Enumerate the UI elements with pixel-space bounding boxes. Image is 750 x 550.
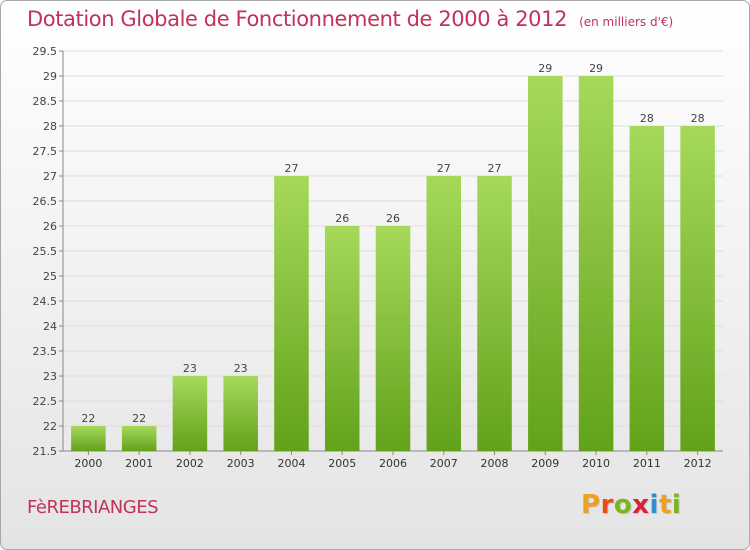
value-label-2002: 23 — [183, 362, 197, 375]
y-tick-label: 22.5 — [33, 395, 58, 408]
bar-2006 — [375, 226, 411, 451]
bar-2004 — [274, 176, 309, 451]
x-tick-label-2003: 2003 — [227, 457, 255, 470]
x-tick-label-2000: 2000 — [74, 457, 102, 470]
y-tick-label: 29.5 — [33, 45, 58, 58]
bar-2002 — [172, 376, 208, 451]
y-tick-label: 28.5 — [33, 95, 58, 108]
x-tick-label-2001: 2001 — [125, 457, 153, 470]
y-tick-label: 28 — [43, 120, 57, 133]
logo-letter: x — [632, 490, 650, 520]
y-tick-label: 23 — [43, 370, 57, 383]
bars — [71, 76, 715, 451]
y-tick-label: 26.5 — [33, 195, 58, 208]
y-tick-label: 22 — [43, 420, 57, 433]
value-labels: 22 22 23 23 27 26 26 27 27 29 29 28 28 — [81, 62, 704, 425]
y-tick-label: 25 — [43, 270, 57, 283]
value-label-2005: 26 — [335, 212, 349, 225]
proxiti-logo: Proxiti — [581, 490, 681, 520]
bar-2009 — [528, 76, 563, 451]
y-tick-label: 24.5 — [33, 295, 58, 308]
value-label-2001: 22 — [132, 412, 146, 425]
y-tick-label: 23.5 — [33, 345, 58, 358]
logo-letter: r — [600, 490, 614, 520]
value-label-2004: 27 — [284, 162, 298, 175]
tick-labels: 21.5 22 22.5 23 23.5 24 24.5 25 25.5 26 26.5 27 27.5… — [33, 45, 712, 470]
commune-name: FèREBRIANGES — [27, 497, 159, 518]
bar-2010 — [578, 76, 614, 451]
value-label-2007: 27 — [437, 162, 451, 175]
value-label-2000: 22 — [81, 412, 95, 425]
bar-2005 — [324, 226, 360, 451]
logo-letter: o — [613, 490, 633, 520]
y-tick-label: 27 — [43, 170, 57, 183]
logo-letter: t — [658, 490, 672, 520]
x-tick-label-2009: 2009 — [531, 457, 559, 470]
y-tick-label: 21.5 — [33, 445, 58, 458]
bar-2003 — [223, 376, 258, 451]
value-label-2011: 28 — [640, 112, 654, 125]
logo-letter: i — [649, 490, 659, 520]
value-label-2009: 29 — [538, 62, 552, 75]
bar-2000 — [71, 426, 106, 451]
bar-2008 — [477, 176, 512, 451]
y-tick-label: 26 — [43, 220, 57, 233]
x-tick-label-2011: 2011 — [633, 457, 661, 470]
x-tick-label-2005: 2005 — [328, 457, 356, 470]
value-label-2012: 28 — [691, 112, 705, 125]
y-tick-label: 27.5 — [33, 145, 58, 158]
bar-2011 — [629, 126, 665, 451]
x-tick-label-2008: 2008 — [481, 457, 509, 470]
value-label-2008: 27 — [488, 162, 502, 175]
x-tick-label-2004: 2004 — [277, 457, 305, 470]
chart-title-text: Dotation Globale de Fonctionnement de 20… — [27, 7, 568, 31]
bar-2012 — [680, 126, 715, 451]
logo-letter: i — [671, 490, 682, 520]
logo-letter: P — [581, 490, 601, 520]
y-tick-label: 24 — [43, 320, 57, 333]
chart-unit: (en milliers d'€) — [579, 15, 674, 29]
x-tick-label-2006: 2006 — [379, 457, 407, 470]
x-tick-label-2002: 2002 — [176, 457, 204, 470]
x-tick-label-2007: 2007 — [430, 457, 458, 470]
value-label-2003: 23 — [234, 362, 248, 375]
value-label-2006: 26 — [386, 212, 400, 225]
chart-title: Dotation Globale de Fonctionnement de 20… — [27, 7, 673, 31]
value-label-2010: 29 — [589, 62, 603, 75]
bar-2001 — [121, 426, 157, 451]
bar-2007 — [426, 176, 462, 451]
y-tick-label: 29 — [43, 70, 57, 83]
x-tick-label-2010: 2010 — [582, 457, 610, 470]
x-tick-label-2012: 2012 — [684, 457, 712, 470]
y-tick-label: 25.5 — [33, 245, 58, 258]
